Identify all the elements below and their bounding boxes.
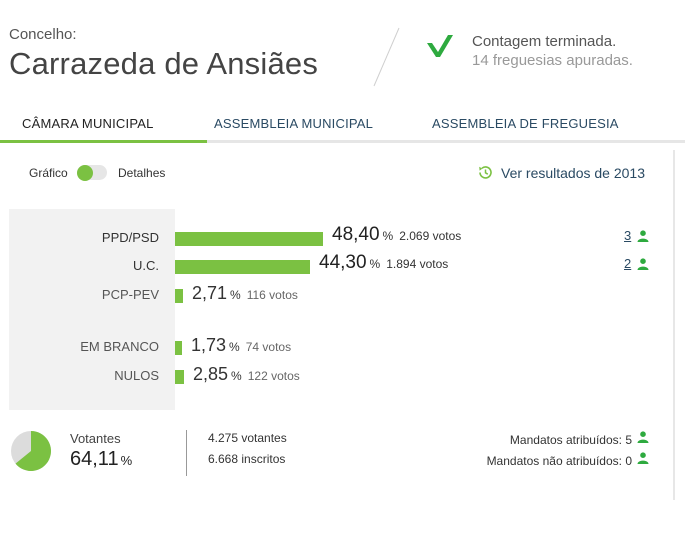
view-toggle-switch[interactable] xyxy=(77,165,107,181)
vote-bar xyxy=(175,370,184,384)
vote-type-name: NULOS xyxy=(114,368,159,383)
result-row-nulos: NULOS 2,85% 122 votos xyxy=(0,364,693,388)
percent-value: 2,71 xyxy=(192,283,228,303)
result-row-uc: U.C. 44,30% 1.894 votos 2 xyxy=(0,252,693,278)
turnout-label: Votantes xyxy=(70,431,121,446)
election-tabs: CÂMARA MUNICIPAL ASSEMBLEIA MUNICIPAL AS… xyxy=(0,108,693,144)
vote-type-name: EM BRANCO xyxy=(80,339,159,354)
person-icon xyxy=(637,452,649,464)
vote-share: 2,85% 122 votos xyxy=(193,364,300,385)
percent-value: 44,30 xyxy=(319,252,367,273)
check-icon xyxy=(427,35,453,57)
vote-bar xyxy=(175,341,182,355)
turnout-value: 64,11% xyxy=(70,448,132,471)
turnout-summary: Votantes 64,11% 4.275 votantes 6.668 ins… xyxy=(0,425,693,485)
party-name: PCP-PEV xyxy=(101,287,159,302)
toggle-knob xyxy=(77,165,93,181)
tab-assembleia-municipal[interactable]: ASSEMBLEIA MUNICIPAL xyxy=(214,116,374,131)
voters-count: 4.275 votantes xyxy=(208,431,287,445)
vote-bar xyxy=(175,232,323,246)
active-tab-indicator xyxy=(0,140,207,143)
count-status: Contagem terminada. xyxy=(472,33,617,50)
percent-value: 2,85 xyxy=(193,364,229,384)
history-clock-icon xyxy=(479,166,492,179)
header-divider xyxy=(373,27,400,87)
concelho-label: Concelho: xyxy=(9,26,77,43)
party-name: PPD/PSD xyxy=(101,230,159,245)
turnout-percent-sign: % xyxy=(120,453,133,468)
percent-sign: % xyxy=(231,369,242,383)
toggle-label-grafico: Gráfico xyxy=(29,166,68,180)
percent-sign: % xyxy=(382,229,394,243)
panel-border xyxy=(673,150,675,500)
turnout-pie-slice xyxy=(15,431,51,471)
vote-count: 1.894 votos xyxy=(386,257,449,271)
previous-results-link[interactable]: Ver resultados de 2013 xyxy=(477,164,645,181)
vote-count: 122 votos xyxy=(247,369,300,383)
vote-count: 2.069 votos xyxy=(399,229,462,243)
parishes-counted: 14 freguesias apuradas. xyxy=(472,52,633,69)
footer-divider xyxy=(186,430,187,476)
vote-bar xyxy=(175,260,310,274)
vote-count: 74 votos xyxy=(245,340,292,354)
registered-count: 6.668 inscritos xyxy=(208,452,286,466)
vote-bar xyxy=(175,289,183,303)
tabs-baseline xyxy=(0,140,685,143)
turnout-pie xyxy=(11,431,51,471)
result-row-pcp-pev: PCP-PEV 2,71% 116 votos xyxy=(0,283,693,307)
toggle-label-detalhes: Detalhes xyxy=(118,166,166,180)
result-row-em-branco: EM BRANCO 1,73% 74 votos xyxy=(0,335,693,359)
results-labels-panel xyxy=(9,209,175,410)
mandates-not-attributed: Mandatos não atribuídos: 0 xyxy=(486,454,632,468)
vote-share: 2,71% 116 votos xyxy=(192,283,298,304)
vote-share: 44,30% 1.894 votos xyxy=(319,252,448,274)
percent-sign: % xyxy=(230,288,241,302)
concelho-name: Carrazeda de Ansiães xyxy=(9,46,319,81)
percent-sign: % xyxy=(229,340,240,354)
percent-value: 48,40 xyxy=(332,224,380,245)
tab-assembleia-freguesia[interactable]: ASSEMBLEIA DE FREGUESIA xyxy=(432,116,619,131)
party-name: U.C. xyxy=(133,258,159,273)
tab-camara-municipal[interactable]: CÂMARA MUNICIPAL xyxy=(22,116,154,131)
turnout-percent: 64,11 xyxy=(70,448,119,470)
mandates-attributed: Mandatos atribuídos: 5 xyxy=(509,433,632,447)
person-icon xyxy=(637,431,649,443)
seats-link[interactable]: 3 xyxy=(624,228,632,243)
seats-link[interactable]: 2 xyxy=(624,256,632,271)
percent-value: 1,73 xyxy=(191,335,227,355)
person-icon xyxy=(637,258,649,270)
percent-sign: % xyxy=(369,257,381,271)
person-icon xyxy=(637,230,649,242)
result-row-ppd-psd: PPD/PSD 48,40% 2.069 votos 3 xyxy=(0,224,693,250)
header: Concelho: Carrazeda de Ansiães Contagem … xyxy=(0,0,693,100)
vote-share: 1,73% 74 votos xyxy=(191,335,291,356)
previous-results-label: Ver resultados de 2013 xyxy=(501,165,645,181)
vote-count: 116 votos xyxy=(246,288,298,302)
vote-share: 48,40% 2.069 votos xyxy=(332,224,461,246)
